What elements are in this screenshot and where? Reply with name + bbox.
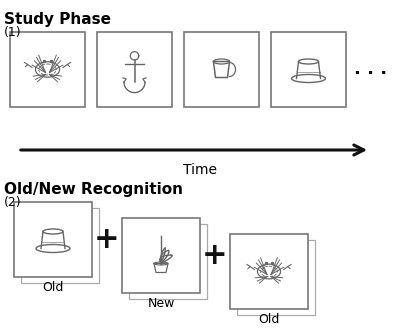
- Bar: [230, 234, 308, 309]
- Bar: [97, 32, 172, 107]
- Text: Old/New Recognition: Old/New Recognition: [4, 182, 183, 197]
- Bar: [271, 32, 346, 107]
- Bar: [184, 32, 259, 107]
- Text: Study Phase: Study Phase: [4, 12, 111, 27]
- Bar: [122, 218, 200, 293]
- Text: (2): (2): [4, 196, 22, 209]
- Bar: [10, 32, 85, 107]
- Text: . . .: . . .: [354, 61, 387, 78]
- Bar: [237, 240, 315, 315]
- Text: +: +: [202, 241, 228, 270]
- Bar: [14, 202, 92, 277]
- Text: New: New: [147, 297, 175, 310]
- Text: (1): (1): [4, 26, 22, 39]
- Text: Old: Old: [42, 281, 64, 294]
- Bar: [129, 224, 207, 299]
- Bar: [21, 208, 99, 283]
- Text: +: +: [94, 225, 120, 254]
- Text: Old: Old: [258, 313, 280, 326]
- Text: Time: Time: [183, 163, 217, 177]
